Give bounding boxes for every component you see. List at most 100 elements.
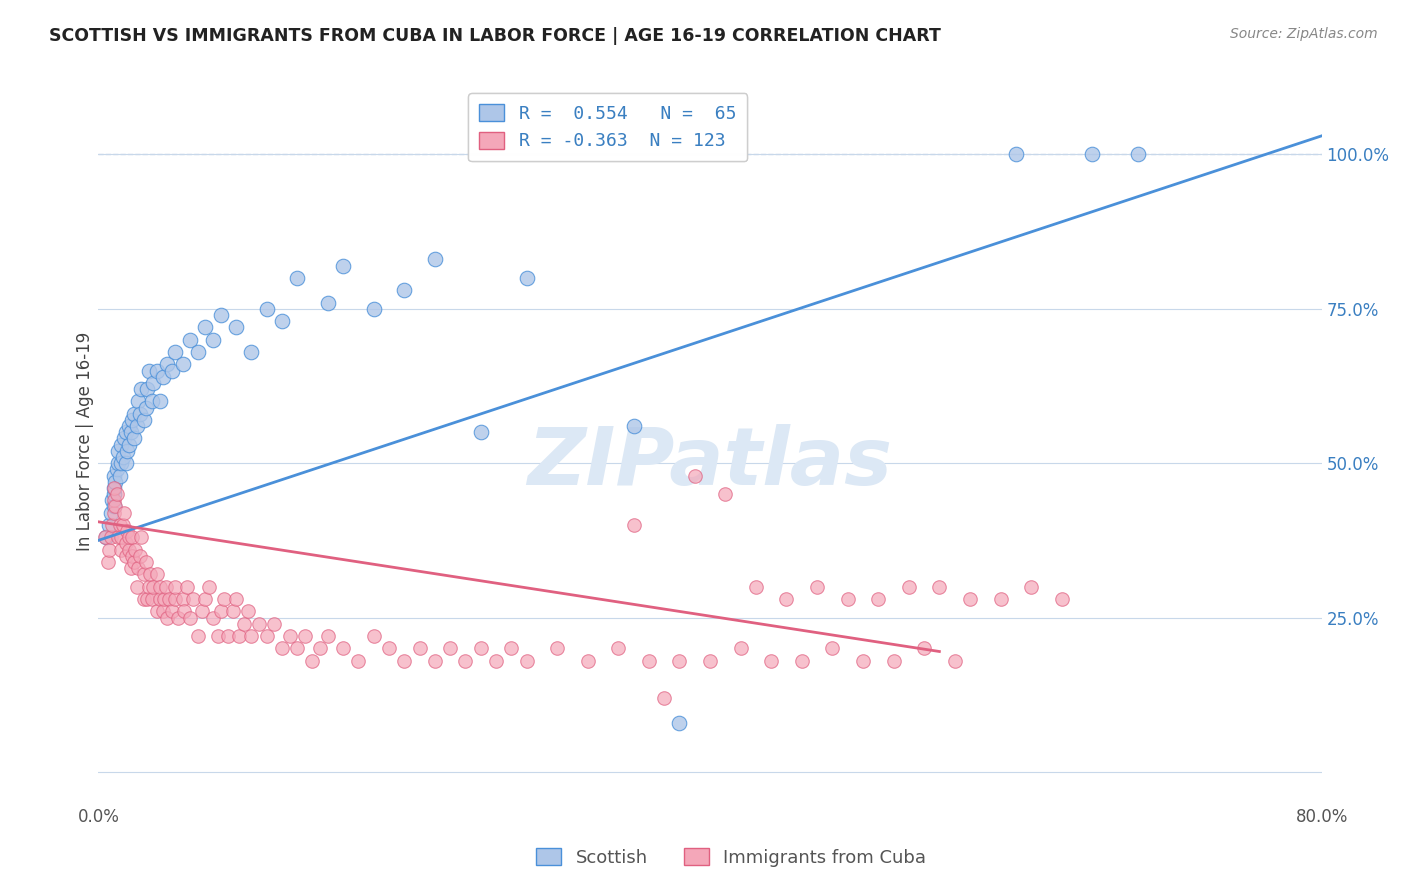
Point bbox=[134, 567, 156, 582]
Point bbox=[94, 530, 117, 544]
Point bbox=[115, 425, 138, 440]
Legend: R =  0.554   N =  65, R = -0.363  N = 123: R = 0.554 N = 65, R = -0.363 N = 123 bbox=[468, 93, 747, 161]
Point bbox=[97, 555, 120, 569]
Point bbox=[285, 271, 308, 285]
Point bbox=[107, 456, 129, 470]
Point bbox=[240, 345, 263, 359]
Point bbox=[103, 481, 125, 495]
Point bbox=[136, 382, 159, 396]
Point bbox=[145, 363, 167, 377]
Point bbox=[115, 456, 138, 470]
Point bbox=[112, 506, 135, 520]
Point bbox=[120, 561, 142, 575]
Point bbox=[129, 382, 152, 396]
Point bbox=[228, 629, 250, 643]
Point bbox=[142, 376, 165, 390]
Point bbox=[897, 580, 920, 594]
Point bbox=[138, 580, 160, 594]
Point bbox=[122, 407, 145, 421]
Point bbox=[104, 475, 127, 489]
Point bbox=[125, 419, 148, 434]
Point bbox=[392, 654, 416, 668]
Point bbox=[1019, 580, 1042, 594]
Point bbox=[101, 517, 124, 532]
Point bbox=[439, 641, 461, 656]
Point bbox=[156, 357, 179, 371]
Point bbox=[120, 425, 142, 440]
Point bbox=[309, 641, 332, 656]
Point bbox=[103, 487, 125, 501]
Point bbox=[1081, 147, 1104, 161]
Point bbox=[247, 616, 270, 631]
Point bbox=[152, 369, 174, 384]
Point bbox=[714, 487, 737, 501]
Point bbox=[110, 437, 132, 451]
Point bbox=[163, 345, 186, 359]
Point bbox=[155, 580, 177, 594]
Point bbox=[668, 715, 690, 730]
Point bbox=[181, 592, 204, 607]
Point bbox=[134, 413, 156, 427]
Point bbox=[806, 580, 828, 594]
Point bbox=[100, 506, 122, 520]
Point bbox=[139, 567, 162, 582]
Point bbox=[363, 301, 385, 316]
Point bbox=[103, 468, 125, 483]
Point bbox=[118, 419, 141, 434]
Point bbox=[122, 432, 145, 446]
Point bbox=[270, 641, 292, 656]
Point bbox=[156, 610, 179, 624]
Point bbox=[115, 536, 138, 550]
Point bbox=[207, 629, 229, 643]
Point bbox=[112, 432, 135, 446]
Point bbox=[173, 604, 195, 618]
Point bbox=[117, 443, 139, 458]
Point bbox=[790, 654, 813, 668]
Point bbox=[125, 580, 148, 594]
Point bbox=[217, 629, 239, 643]
Point bbox=[134, 592, 156, 607]
Point bbox=[222, 604, 245, 618]
Point bbox=[153, 592, 176, 607]
Point bbox=[105, 462, 128, 476]
Point bbox=[240, 629, 263, 643]
Point bbox=[209, 308, 232, 322]
Point bbox=[470, 641, 492, 656]
Point bbox=[149, 580, 172, 594]
Point bbox=[187, 629, 209, 643]
Point bbox=[212, 592, 235, 607]
Point bbox=[122, 555, 145, 569]
Point bbox=[378, 641, 401, 656]
Point bbox=[110, 530, 132, 544]
Point bbox=[100, 530, 122, 544]
Point bbox=[160, 363, 183, 377]
Point bbox=[232, 616, 254, 631]
Point bbox=[623, 419, 645, 434]
Point bbox=[103, 506, 125, 520]
Point bbox=[238, 604, 260, 618]
Point bbox=[470, 425, 492, 440]
Point bbox=[501, 641, 523, 656]
Point bbox=[928, 580, 950, 594]
Point bbox=[172, 357, 194, 371]
Point bbox=[128, 549, 150, 563]
Point bbox=[775, 592, 797, 607]
Point bbox=[759, 654, 782, 668]
Point bbox=[118, 437, 141, 451]
Text: Source: ZipAtlas.com: Source: ZipAtlas.com bbox=[1230, 27, 1378, 41]
Point bbox=[637, 654, 661, 668]
Point bbox=[278, 629, 301, 643]
Point bbox=[141, 394, 163, 409]
Point bbox=[103, 481, 125, 495]
Point bbox=[149, 592, 172, 607]
Point bbox=[408, 641, 430, 656]
Point bbox=[546, 641, 568, 656]
Point bbox=[852, 654, 875, 668]
Point bbox=[128, 407, 150, 421]
Point bbox=[145, 604, 167, 618]
Point bbox=[194, 320, 217, 334]
Point bbox=[256, 301, 278, 316]
Point bbox=[127, 561, 149, 575]
Point bbox=[118, 542, 141, 557]
Point bbox=[883, 654, 905, 668]
